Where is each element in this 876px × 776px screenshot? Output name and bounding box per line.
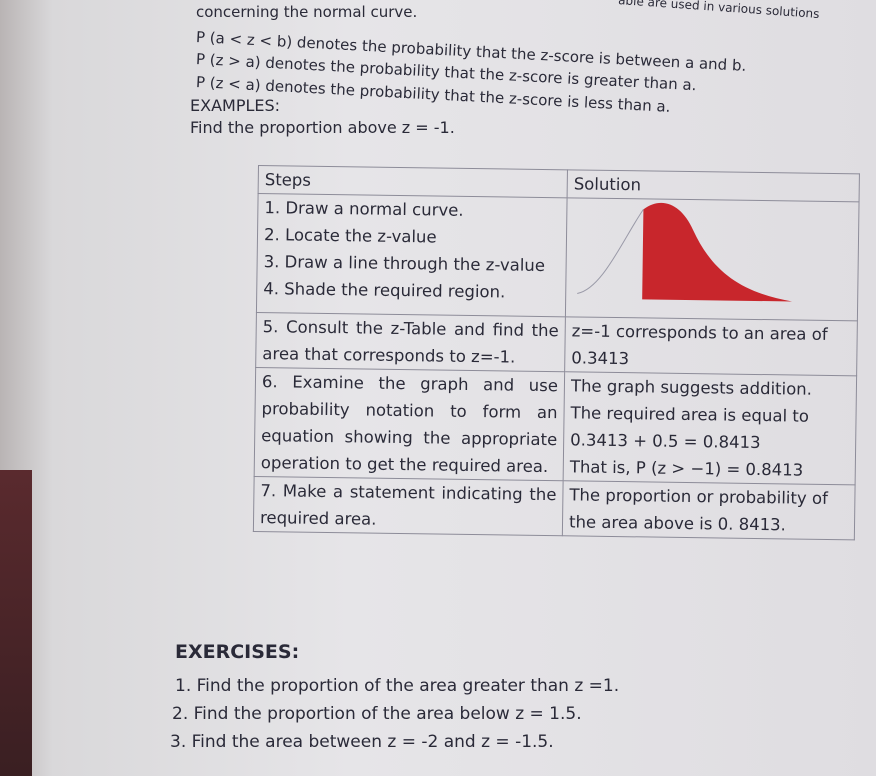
step: 6. Examine the graph and use probability… [260, 372, 559, 477]
header: Solution [567, 169, 860, 202]
solution: 0.3413 + 0.5 = 0.8413 [570, 430, 761, 453]
solution-cell: z=-1 corresponds to an area of 0.3413 [564, 316, 858, 376]
header: Steps [258, 165, 568, 198]
exercise: 2. Find the proportion of the area below… [172, 704, 582, 724]
solution-cell: The proportion or probability of the are… [562, 480, 856, 540]
step: 4. Shade the required region. [263, 279, 506, 302]
solution: That is, P (z > −1) = 0.8413 [569, 457, 804, 480]
background-strip [0, 470, 32, 776]
steps-cell: 7. Make a statement indicating the requi… [253, 476, 564, 536]
solution: z=-1 corresponds to an area of 0.3413 [571, 321, 828, 369]
solution: The graph suggests addition. [570, 376, 813, 399]
curve [577, 209, 644, 294]
solution: The proportion or probability of the are… [568, 485, 828, 535]
step: 3. Draw a line through the z-value [263, 252, 546, 276]
exercise: 1. Find the proportion of the area great… [175, 676, 620, 696]
intro-line: concerning the normal curve. [196, 3, 418, 21]
step: 5. Consult the z-Table and find the area… [262, 317, 559, 367]
exercise: 3. Find the area between z = -2 and z = … [170, 732, 554, 752]
problem: Find the proportion above z = -1. [190, 118, 455, 137]
heading: EXAMPLES: [190, 96, 281, 115]
solution-cell: The graph suggests addition. The require… [563, 371, 857, 485]
heading: EXERCISES: [175, 641, 300, 663]
steps-cell: 5. Consult the z-Table and find the area… [255, 312, 566, 372]
solution: The required area is equal to [570, 403, 810, 426]
shaded-region [642, 202, 793, 302]
normal-curve [577, 202, 793, 302]
steps-cell: 6. Examine the graph and use probability… [254, 367, 565, 481]
solution-cell [565, 197, 860, 321]
step: 1. Draw a normal curve. [264, 198, 464, 220]
table: Steps Solution 1. Draw a normal curve. 2.… [253, 165, 860, 540]
step: 7. Make a statement indicating the requi… [259, 481, 557, 529]
step: 2. Locate the z-value [263, 225, 437, 247]
steps-cell: 1. Draw a normal curve. 2. Locate the z-… [256, 193, 568, 317]
intro-line: able are used in various solutions [617, 0, 820, 22]
steps-table: Steps Solution 1. Draw a normal curve. 2.… [253, 165, 860, 540]
